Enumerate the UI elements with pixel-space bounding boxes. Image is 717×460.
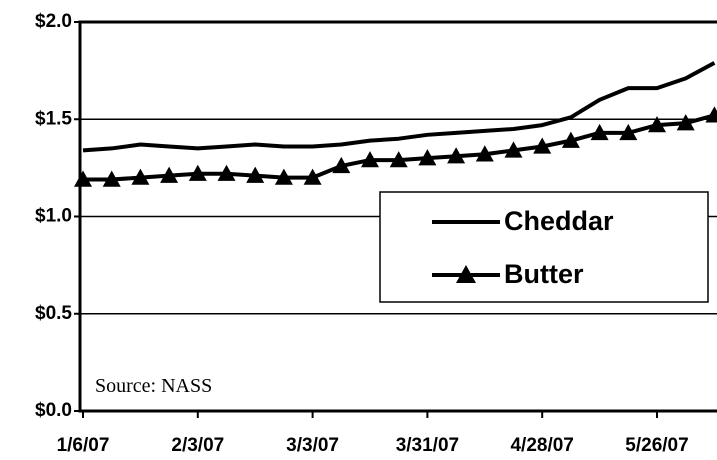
marker <box>705 106 717 123</box>
legend-label: Cheddar <box>504 206 614 236</box>
plot-frame <box>78 20 717 413</box>
y-tick-label: $0.0 <box>35 400 72 421</box>
x-tick-label: 5/26/07 <box>625 435 688 456</box>
marker <box>418 149 437 166</box>
marker <box>131 168 150 185</box>
y-tick-label: $1.0 <box>35 206 72 227</box>
legend-marker <box>456 265 476 283</box>
marker <box>475 145 494 162</box>
x-tick-label: 4/28/07 <box>510 435 573 456</box>
marker <box>504 141 523 158</box>
marker <box>561 131 580 148</box>
marker <box>676 114 695 131</box>
x-tick-label: 1/6/07 <box>57 435 110 456</box>
marker <box>332 156 351 174</box>
marker <box>361 151 379 168</box>
marker <box>389 151 408 168</box>
y-tick-label: $2.0 <box>35 11 72 32</box>
marker <box>447 147 466 164</box>
marker <box>217 164 236 181</box>
legend-label: Butter <box>504 259 584 289</box>
series-line <box>82 61 716 153</box>
y-tick-label: $0.5 <box>35 303 72 324</box>
marker <box>274 168 293 185</box>
legend-box <box>379 191 709 303</box>
marker <box>590 123 609 141</box>
marker <box>160 166 179 183</box>
marker <box>102 170 121 187</box>
y-tick-label: $1.5 <box>35 108 72 129</box>
marker <box>246 166 265 183</box>
x-tick-label: 2/3/07 <box>171 435 224 456</box>
source-note: Source: NASS <box>95 375 212 397</box>
x-tick-label: 3/31/07 <box>396 435 459 456</box>
x-tick-label: 3/3/07 <box>286 435 339 456</box>
marker <box>188 164 207 181</box>
marker <box>303 168 322 185</box>
marker <box>648 116 666 133</box>
marker <box>619 123 638 141</box>
marker <box>533 137 552 154</box>
marker <box>74 170 92 187</box>
